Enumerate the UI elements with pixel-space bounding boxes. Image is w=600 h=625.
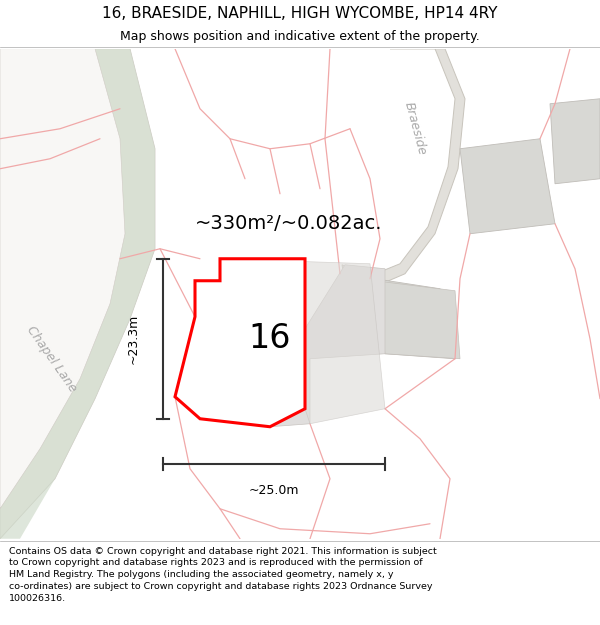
Text: Map shows position and indicative extent of the property.: Map shows position and indicative extent…: [120, 30, 480, 43]
Text: ~330m²/~0.082ac.: ~330m²/~0.082ac.: [195, 214, 383, 233]
Polygon shape: [0, 49, 125, 509]
Text: Braeside: Braeside: [401, 101, 428, 157]
Text: Chapel Lane: Chapel Lane: [25, 323, 80, 394]
Polygon shape: [342, 49, 465, 289]
Polygon shape: [0, 49, 30, 109]
Polygon shape: [375, 281, 460, 359]
Polygon shape: [0, 49, 155, 539]
Text: 16: 16: [249, 322, 291, 355]
Polygon shape: [175, 259, 305, 427]
Text: ~25.0m: ~25.0m: [249, 484, 299, 497]
Polygon shape: [0, 49, 155, 539]
Polygon shape: [220, 259, 385, 424]
Text: 16, BRAESIDE, NAPHILL, HIGH WYCOMBE, HP14 4RY: 16, BRAESIDE, NAPHILL, HIGH WYCOMBE, HP1…: [102, 6, 498, 21]
Polygon shape: [375, 279, 455, 359]
Text: ~23.3m: ~23.3m: [127, 314, 140, 364]
Polygon shape: [460, 139, 555, 234]
Polygon shape: [270, 265, 385, 427]
Text: Contains OS data © Crown copyright and database right 2021. This information is : Contains OS data © Crown copyright and d…: [9, 546, 437, 602]
Polygon shape: [550, 99, 600, 184]
